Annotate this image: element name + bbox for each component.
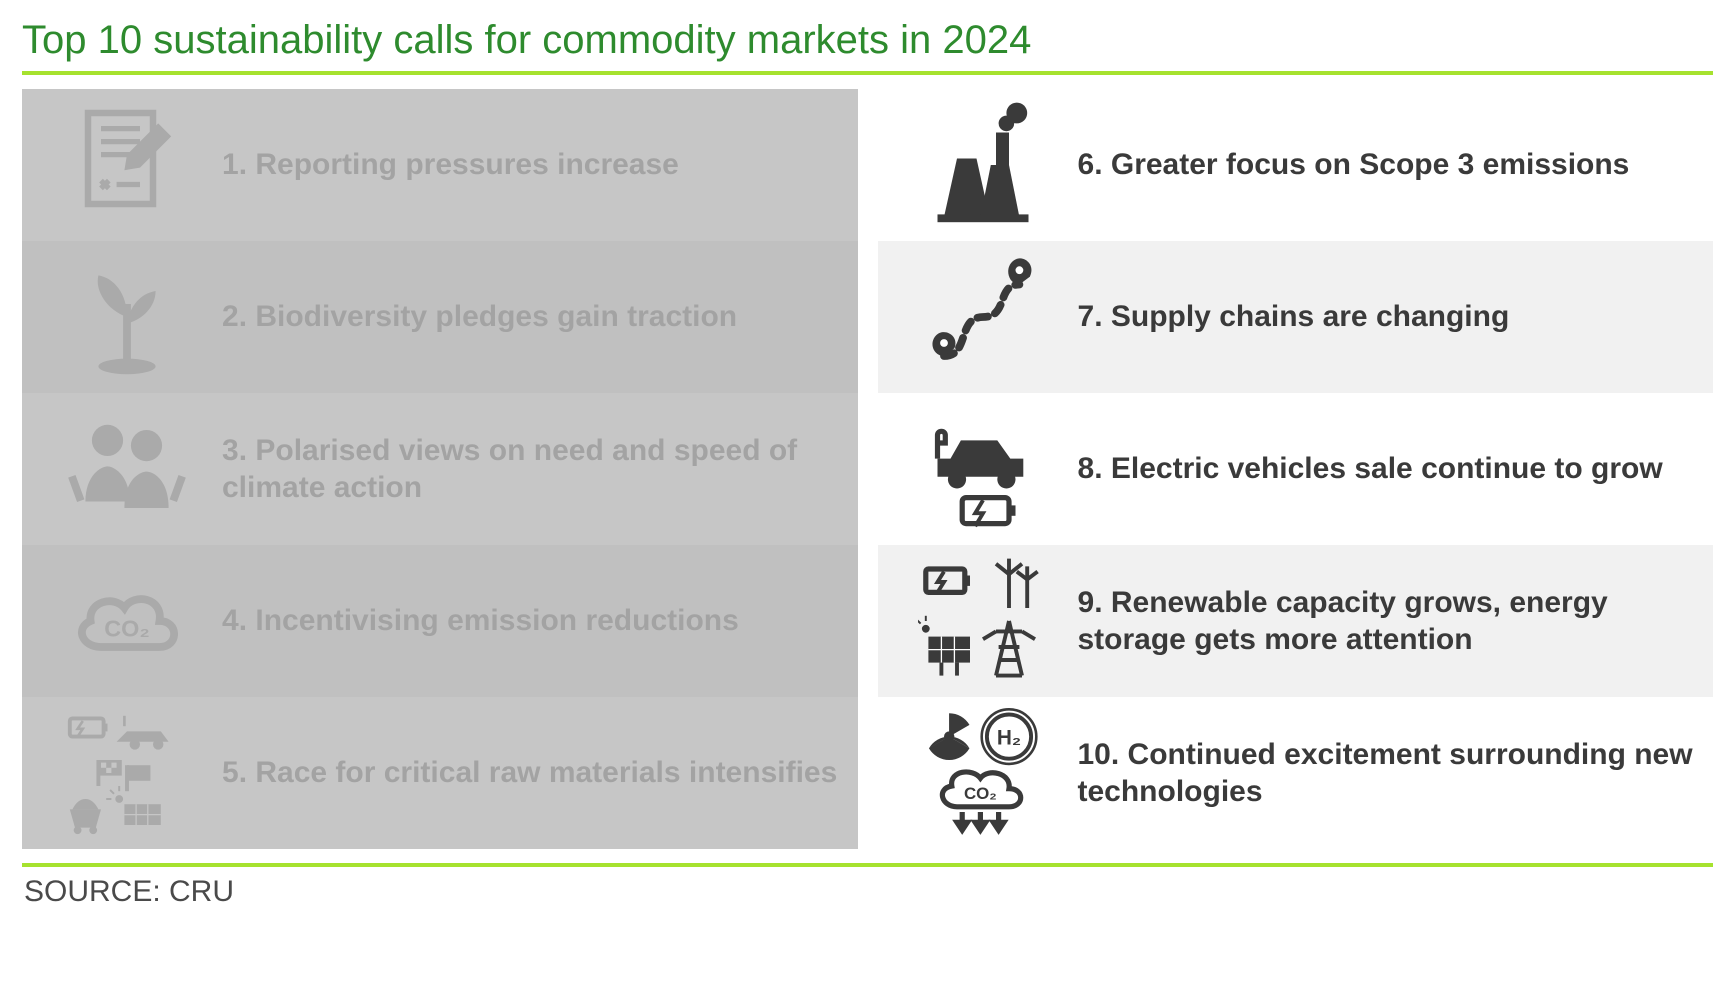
item-label: 1. Reporting pressures increase xyxy=(212,146,679,184)
list-item: 3. Polarised views on need and speed of … xyxy=(22,393,858,545)
item-label: 6. Greater focus on Scope 3 emissions xyxy=(1068,146,1630,184)
item-label: 9. Renewable capacity grows, energy stor… xyxy=(1068,584,1694,659)
report-icon xyxy=(42,100,212,230)
list-item: 4. Incentivising emission reductions xyxy=(22,545,858,697)
new-tech-icon xyxy=(898,708,1068,838)
list-item: 7. Supply chains are changing xyxy=(878,241,1714,393)
page-title: Top 10 sustainability calls for commodit… xyxy=(22,18,1713,71)
item-label: 10. Continued excitement surrounding new… xyxy=(1068,736,1694,811)
right-column: 6. Greater focus on Scope 3 emissions 7.… xyxy=(878,89,1714,849)
list-item: 9. Renewable capacity grows, energy stor… xyxy=(878,545,1714,697)
item-label: 8. Electric vehicles sale continue to gr… xyxy=(1068,450,1663,488)
materials-icon xyxy=(42,708,212,838)
renewables-icon xyxy=(898,556,1068,686)
list-item: 8. Electric vehicles sale continue to gr… xyxy=(878,393,1714,545)
factory-icon xyxy=(898,100,1068,230)
route-icon xyxy=(898,252,1068,382)
item-label: 4. Incentivising emission reductions xyxy=(212,602,739,640)
co2-cloud-icon xyxy=(42,556,212,686)
list-item: 1. Reporting pressures increase xyxy=(22,89,858,241)
item-label: 3. Polarised views on need and speed of … xyxy=(212,432,838,507)
plant-icon xyxy=(42,252,212,382)
left-column: 1. Reporting pressures increase 2. Biodi… xyxy=(22,89,858,849)
list-item: 6. Greater focus on Scope 3 emissions xyxy=(878,89,1714,241)
people-icon xyxy=(42,404,212,534)
infographic-container: Top 10 sustainability calls for commodit… xyxy=(0,0,1735,909)
top-divider xyxy=(22,71,1713,75)
item-label: 5. Race for critical raw materials inten… xyxy=(212,754,837,792)
columns: 1. Reporting pressures increase 2. Biodi… xyxy=(22,89,1713,849)
list-item: 10. Continued excitement surrounding new… xyxy=(878,697,1714,849)
list-item: 5. Race for critical raw materials inten… xyxy=(22,697,858,849)
list-item: 2. Biodiversity pledges gain traction xyxy=(22,241,858,393)
item-label: 7. Supply chains are changing xyxy=(1068,298,1510,336)
item-label: 2. Biodiversity pledges gain traction xyxy=(212,298,737,336)
source-label: SOURCE: CRU xyxy=(22,867,1713,909)
ev-icon xyxy=(898,404,1068,534)
